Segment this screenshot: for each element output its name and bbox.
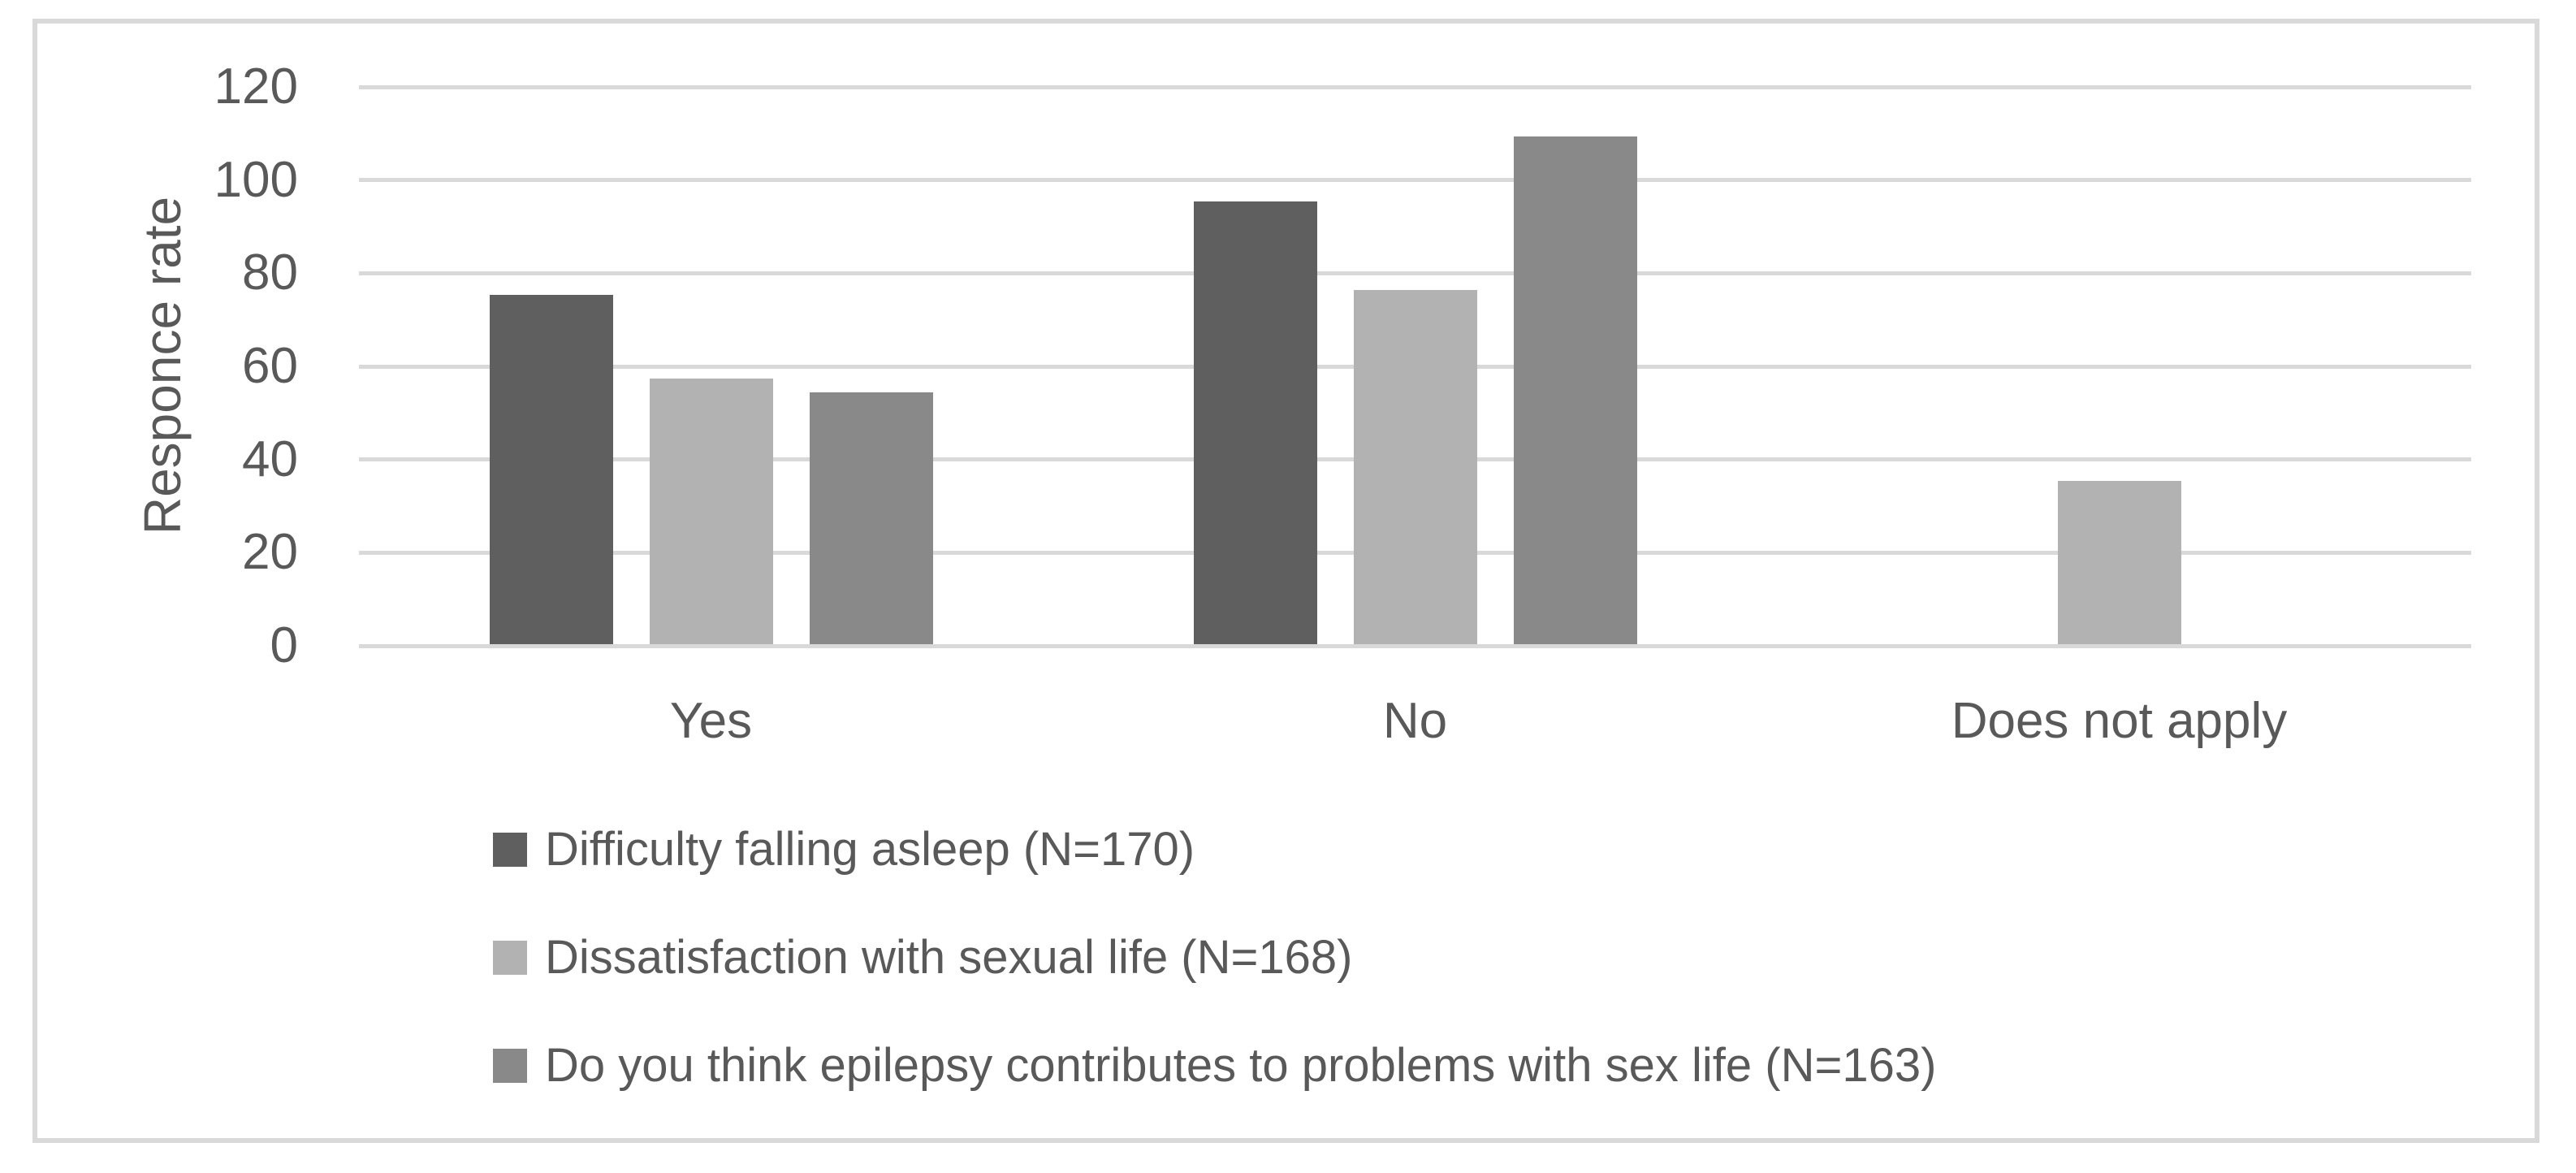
bar — [809, 392, 933, 644]
y-tick-label: 100 — [214, 151, 298, 208]
bar — [1513, 136, 1637, 644]
bar — [649, 379, 773, 644]
gridline — [359, 84, 2471, 89]
y-tick-label: 40 — [242, 431, 298, 487]
bar — [1353, 290, 1477, 644]
legend-item: Difficulty falling asleep (N=170) — [493, 822, 1195, 877]
legend-label: Dissatisfaction with sexual life (N=168) — [545, 931, 1353, 984]
gridline — [359, 643, 2471, 648]
legend-label: Difficulty falling asleep (N=170) — [545, 823, 1195, 876]
legend-swatch — [493, 941, 527, 975]
x-category-label: No — [1382, 693, 1448, 749]
legend-label: Do you think epilepsy contributes to pro… — [545, 1039, 1937, 1092]
bar — [489, 295, 613, 644]
gridline — [359, 178, 2471, 183]
legend-swatch — [493, 833, 527, 867]
bar — [2057, 481, 2181, 644]
y-tick-label: 80 — [242, 245, 298, 301]
y-tick-label: 60 — [242, 338, 298, 394]
gridline — [359, 271, 2471, 275]
x-category-label: Yes — [669, 693, 753, 749]
y-tick-label: 20 — [242, 524, 298, 581]
bar — [1193, 201, 1317, 644]
y-tick-label: 120 — [214, 58, 298, 115]
x-category-label: Does not apply — [1951, 693, 2288, 749]
legend-item: Do you think epilepsy contributes to pro… — [493, 1038, 1936, 1093]
y-tick-label: 0 — [270, 617, 298, 673]
legend-item: Dissatisfaction with sexual life (N=168) — [493, 930, 1352, 985]
legend-swatch — [493, 1049, 527, 1083]
